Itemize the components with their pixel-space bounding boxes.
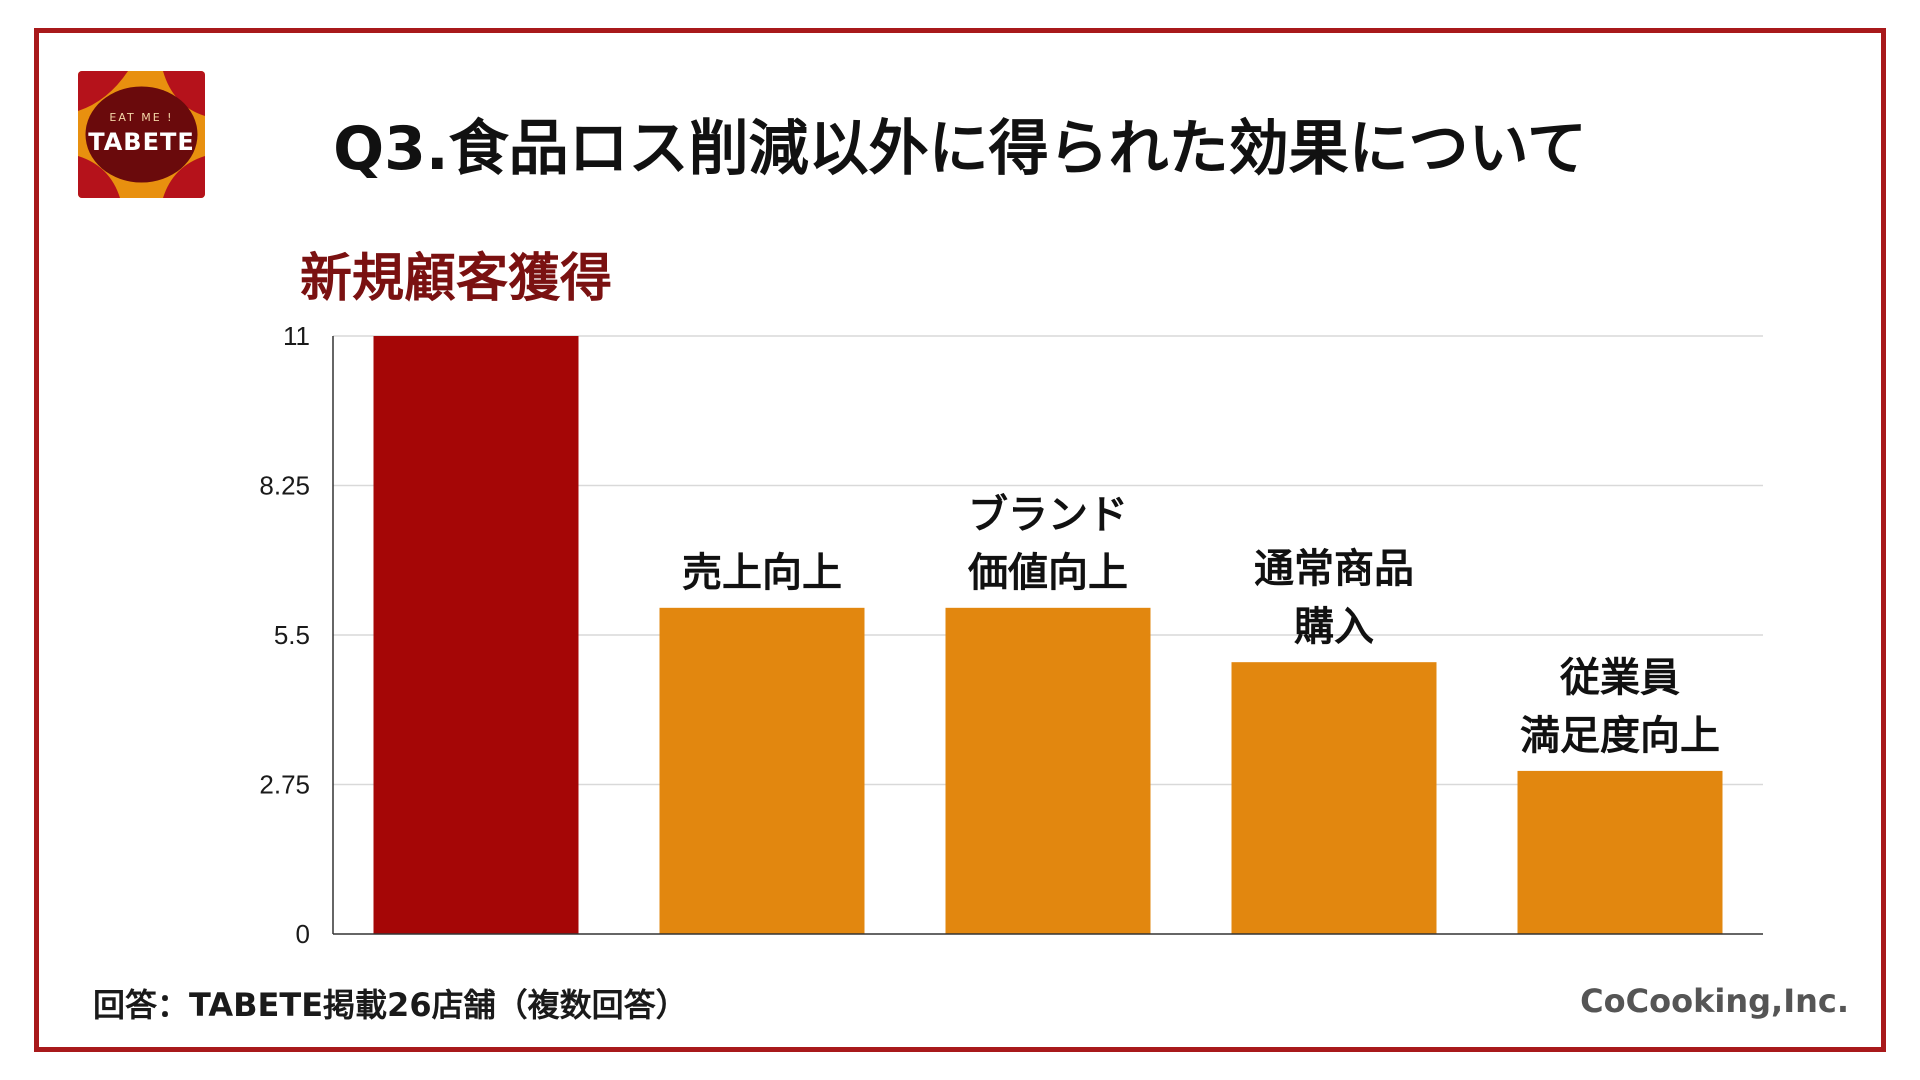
logo-corner-tl [78, 71, 128, 111]
bar-category-label: 従業員 [1559, 655, 1680, 701]
footer-company: CoCooking,Inc. [1580, 982, 1849, 1020]
bar-category-label: 通常商品 [1254, 546, 1414, 592]
axis-layer: 0 2.75 5.5 8.25 11 [259, 321, 1763, 949]
bar-category-label: 価値向上 [967, 550, 1128, 596]
bar-1 [373, 336, 579, 934]
logo-top-text: EAT ME ! [109, 111, 173, 124]
bar-layer [373, 336, 1723, 934]
bar-2 [659, 607, 865, 934]
logo-corner-bl [78, 156, 120, 198]
y-tick-label: 11 [283, 321, 310, 351]
bar-5 [1517, 770, 1723, 934]
bar-category-label: 購入 [1294, 604, 1374, 650]
tabete-logo-graphic: EAT ME ! TABETE [78, 71, 205, 198]
tabete-logo: EAT ME ! TABETE [78, 71, 205, 198]
y-tick-label: 8.25 [259, 471, 310, 501]
logo-corner-br [163, 156, 205, 198]
bar-category-label: 満足度向上 [1520, 713, 1720, 759]
slide-frame [34, 28, 1886, 1052]
logo-main-text: TABETE [88, 128, 195, 156]
logo-center [85, 86, 198, 183]
y-tick-label: 0 [296, 919, 310, 949]
footer-source-note: 回答：TABETE掲載26店舗（複数回答） [93, 986, 688, 1024]
logo-corner-tr [163, 71, 205, 116]
y-tick-label: 2.75 [259, 770, 310, 800]
bar-category-label: ブランド [968, 492, 1128, 538]
bar-3 [945, 607, 1151, 934]
bar-category-label: 売上向上 [682, 550, 842, 596]
highlight-bar-label: 新規顧客獲得 [300, 249, 613, 309]
y-tick-label: 5.5 [274, 620, 310, 650]
page-title: Q3.食品ロス削減以外に得られた効果について [333, 114, 1587, 184]
bar-4 [1231, 662, 1437, 934]
